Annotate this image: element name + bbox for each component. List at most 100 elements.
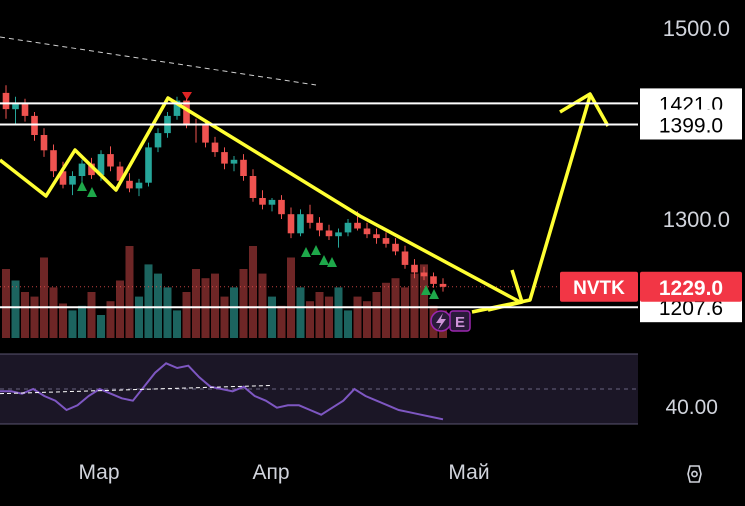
settings-hexagon xyxy=(687,465,702,483)
time-tick-label: Май xyxy=(448,461,489,484)
candle-body xyxy=(401,251,409,265)
volume-bar xyxy=(135,296,143,338)
indicator-line xyxy=(0,362,444,421)
volume-bar xyxy=(30,296,39,338)
level-price-label: 1399.0 xyxy=(659,115,723,138)
last-price-label: 1229.0 xyxy=(659,277,723,300)
volume-bar xyxy=(125,246,134,338)
candle-body xyxy=(78,163,86,176)
volume-bar xyxy=(420,264,428,338)
candle-body xyxy=(97,154,105,176)
settings-center xyxy=(691,470,698,478)
volume-bar xyxy=(78,305,86,338)
ticker-tag xyxy=(560,271,638,302)
volume-bar xyxy=(59,303,67,338)
ticker-label: NVTK xyxy=(573,278,625,299)
volume-bar xyxy=(87,292,96,338)
volume-bar xyxy=(344,310,352,338)
buy-signal-marker xyxy=(77,181,87,191)
candle-body xyxy=(211,142,219,153)
volume-bar xyxy=(40,257,48,338)
candlesticks xyxy=(0,85,560,299)
sell-signal-marker xyxy=(182,92,192,100)
buy-signal-marker xyxy=(327,257,337,267)
volume-bar xyxy=(334,287,343,338)
volume-bar xyxy=(268,296,276,338)
candle-body xyxy=(344,222,352,233)
candle-body xyxy=(278,199,285,215)
indicator-value-label: 40.00 xyxy=(665,396,718,419)
candle-body xyxy=(183,100,190,124)
candle-body xyxy=(50,150,57,172)
candle-body xyxy=(287,214,295,234)
candle-body xyxy=(154,133,162,148)
candle-body xyxy=(325,230,333,237)
candle-body xyxy=(107,154,114,167)
volume-bar xyxy=(68,310,77,338)
price-tick-label: 1300.0 xyxy=(663,207,730,232)
settings-icon[interactable] xyxy=(687,465,702,483)
volume-bar xyxy=(306,301,314,338)
zigzag-path xyxy=(0,96,521,304)
candle-body xyxy=(69,176,76,185)
candle-body xyxy=(354,222,361,229)
volume-bar xyxy=(277,305,286,338)
candle-body xyxy=(297,214,304,234)
volume-bar xyxy=(230,287,238,338)
candle-body xyxy=(249,176,257,198)
time-tick-label: Мар xyxy=(78,461,119,484)
candle-body xyxy=(173,100,181,116)
buy-signal-marker xyxy=(421,285,431,295)
candle-body xyxy=(116,166,124,181)
candle-body xyxy=(230,159,238,164)
volume-bar xyxy=(11,280,20,338)
indicator-pane xyxy=(0,353,638,425)
candle-body xyxy=(135,182,143,189)
candle-body xyxy=(306,214,314,223)
buy-signal-marker xyxy=(301,247,311,257)
volume-bar xyxy=(97,315,105,338)
buy-signal-marker xyxy=(319,255,329,265)
volume-bar xyxy=(154,273,162,338)
candle-body xyxy=(240,159,247,176)
buy-signal-marker xyxy=(429,289,439,299)
earnings-icon[interactable]: E xyxy=(449,310,471,332)
volume-bar xyxy=(249,246,257,338)
time-tick-label: Апр xyxy=(252,461,289,484)
volume-bar xyxy=(106,301,115,338)
candle-body xyxy=(2,92,10,110)
chart-icons[interactable]: E xyxy=(430,310,702,483)
candle-body xyxy=(126,180,133,189)
time-axis: Мар Апр Май xyxy=(78,461,489,484)
candle-body xyxy=(420,272,428,277)
volume-bar xyxy=(163,287,172,338)
volume-bar xyxy=(363,301,371,338)
volume-bar xyxy=(315,292,324,338)
arrow-head-up xyxy=(559,92,610,127)
dashed-trendline xyxy=(0,36,317,86)
candle-body xyxy=(12,102,19,110)
candle-body xyxy=(411,264,418,273)
buy-signal-marker xyxy=(311,245,321,255)
candle-body xyxy=(221,152,228,164)
volume-bar xyxy=(325,296,333,338)
horizontal-levels[interactable] xyxy=(0,102,638,309)
volume-bar xyxy=(372,292,381,338)
price-tick-label: 1500.0 xyxy=(663,16,730,41)
volume-bar xyxy=(2,269,10,338)
volume-bar xyxy=(410,273,419,338)
candle-body xyxy=(202,125,209,143)
volume-bar xyxy=(21,292,29,338)
lightning-icon[interactable] xyxy=(430,310,452,332)
volume-bar xyxy=(211,273,219,338)
volume-bar xyxy=(239,269,248,338)
level-price-label: 1207.6 xyxy=(659,297,723,320)
candle-body xyxy=(373,234,380,239)
volume-bar xyxy=(296,287,305,338)
candle-body xyxy=(145,147,152,183)
candle-body xyxy=(392,243,399,252)
candle-body xyxy=(439,283,447,287)
